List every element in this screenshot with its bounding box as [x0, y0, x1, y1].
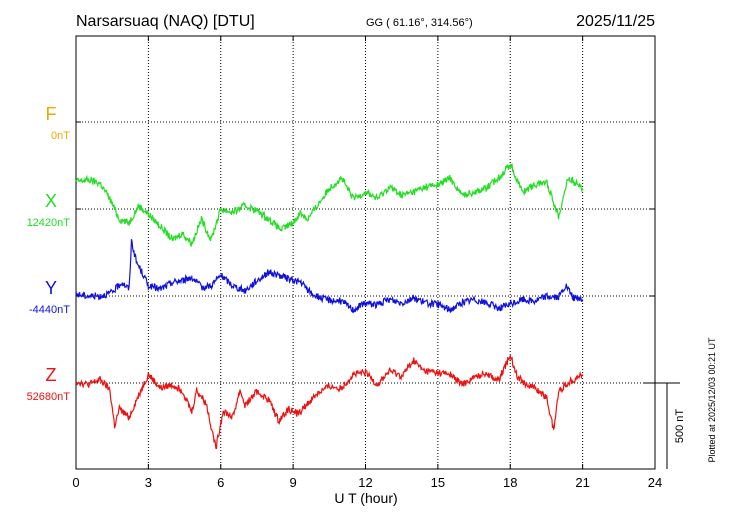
chart-date: 2025/11/25 [576, 13, 655, 30]
x-tick-label: 21 [575, 475, 589, 490]
station-coordinates: GG ( 61.16°, 314.56°) [366, 17, 473, 29]
channel-name-f: F [46, 104, 57, 124]
series-line-x [75, 162, 584, 248]
channel-labels: F 0nT X 12420nT Y -4440nT Z 52680nT [27, 104, 71, 403]
channel-name-y: Y [45, 278, 57, 298]
station-title: Narsarsuaq (NAQ) [DTU] [76, 13, 255, 30]
x-tick-label: 9 [290, 475, 297, 490]
channel-name-x: X [45, 191, 57, 211]
x-tick-label: 0 [72, 475, 79, 490]
x-tick-label: 12 [358, 475, 372, 490]
channel-name-z: Z [46, 365, 57, 385]
channel-baseline-y: -4440nT [29, 304, 70, 316]
x-tick-label: 3 [145, 475, 152, 490]
x-tick-label: 18 [503, 475, 517, 490]
channel-baseline-x: 12420nT [27, 217, 71, 229]
grid-layer [76, 36, 655, 469]
channel-baseline-z: 52680nT [27, 391, 71, 403]
series-layer [75, 162, 584, 450]
series-line-y [75, 239, 584, 314]
series-line-z [75, 353, 584, 450]
x-axis-label: U T (hour) [334, 490, 397, 506]
channel-baseline-f: 0nT [51, 130, 70, 142]
plotted-timestamp: Plotted at 2025/12/03 00:21 UT [707, 337, 717, 463]
scale-bar: 500 nT [643, 382, 686, 469]
x-tick-label: 6 [217, 475, 224, 490]
x-tick-label: 15 [431, 475, 445, 490]
scale-bar-label: 500 nT [674, 409, 686, 444]
x-tick-label: 24 [648, 475, 662, 490]
x-axis: 0 3 6 9 12 15 18 21 24 [72, 36, 662, 490]
